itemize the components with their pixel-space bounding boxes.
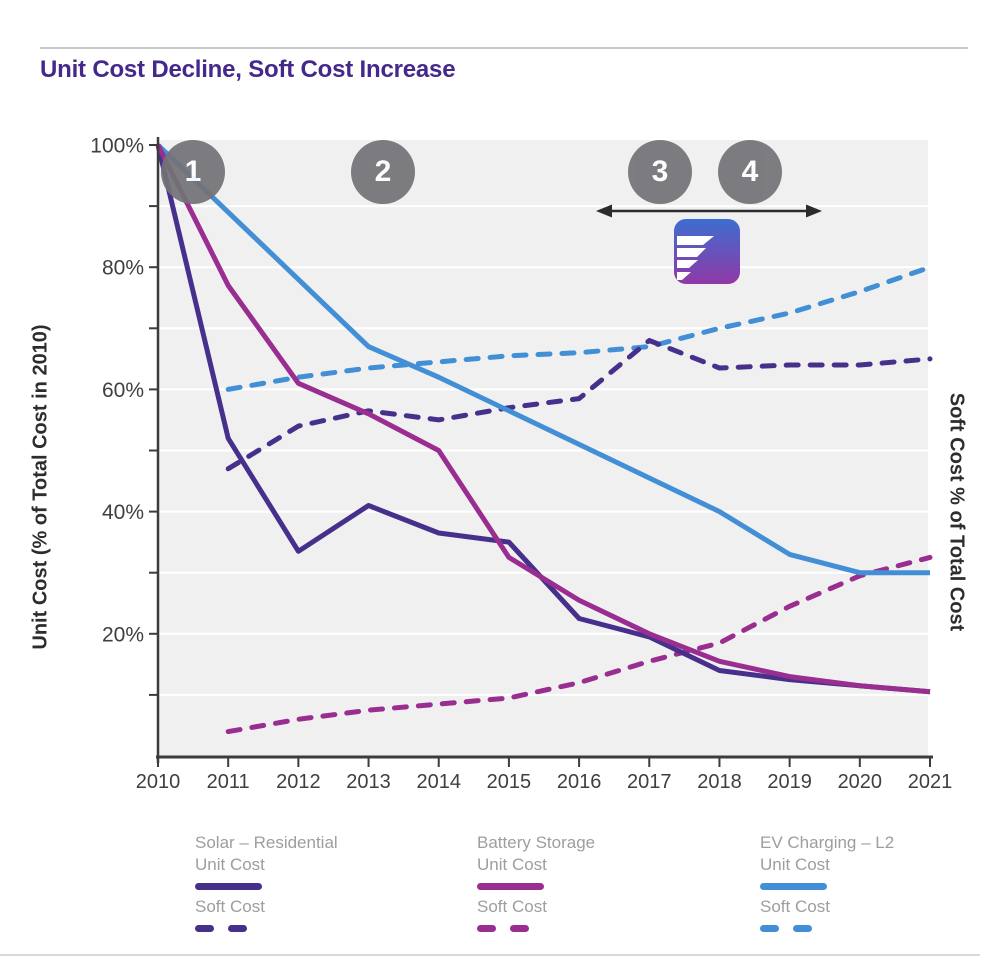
- x-tick-label-2010: 2010: [136, 771, 181, 793]
- y-tick-label-100: 100%: [90, 135, 144, 158]
- plot-background: [159, 140, 928, 757]
- y-tick-label-40: 40%: [102, 501, 144, 524]
- legend-dashed-swatch: [760, 925, 1000, 932]
- right-axis-title: Soft Cost % of Total Cost: [945, 392, 968, 632]
- x-tick-label-2015: 2015: [487, 771, 532, 793]
- legend-solid-swatch: [195, 883, 262, 890]
- legend-soft-cost-label: Soft Cost: [195, 897, 265, 916]
- x-tick-label-2013: 2013: [346, 771, 391, 793]
- double-arrow-icon: [596, 204, 822, 218]
- x-tick-label-2020: 2020: [838, 771, 883, 793]
- legend-solid-swatch: [477, 883, 544, 890]
- bottom-divider: [0, 954, 980, 956]
- y-tick-label-80: 80%: [102, 257, 144, 280]
- x-tick-label-2012: 2012: [276, 771, 321, 793]
- legend-group-ev: EV Charging – L2 Unit Cost Soft Cost: [760, 832, 1000, 932]
- legend-unit-cost-label: Unit Cost: [477, 855, 547, 874]
- series-line-solar-residential-soft-cost: [225, 338, 933, 472]
- series-line-battery-storage-unit-cost: [155, 143, 931, 695]
- legend-series-name: Solar – Residential: [195, 833, 338, 852]
- legend-group-battery: Battery Storage Unit Cost Soft Cost: [477, 832, 717, 932]
- step-marker-4: 4: [718, 140, 782, 204]
- legend-series-name: Battery Storage: [477, 833, 596, 852]
- legend-unit-cost-label: Unit Cost: [760, 855, 830, 874]
- step-marker-4-label: 4: [741, 155, 759, 188]
- logo-stripes-icon: [677, 236, 714, 280]
- series-line-ev-charging-l2-soft-cost: [225, 264, 933, 392]
- x-tick-label-2018: 2018: [697, 771, 742, 793]
- legend: Solar – Residential Unit Cost Soft Cost …: [0, 832, 1008, 942]
- x-tick-label-2017: 2017: [627, 771, 672, 793]
- step-marker-3: 3: [628, 140, 692, 204]
- legend-dashed-swatch: [477, 925, 717, 932]
- step-marker-1: 1: [161, 140, 225, 204]
- y-tick-label-20: 20%: [102, 623, 144, 646]
- x-tick-label-2011: 2011: [207, 771, 250, 793]
- step-marker-2: 2: [351, 140, 415, 204]
- y-tick-label-60: 60%: [102, 379, 144, 402]
- x-tick-label-2021: 2021: [908, 771, 953, 793]
- page-title: Unit Cost Decline, Soft Cost Increase: [40, 56, 456, 83]
- left-axis-title: Unit Cost (% of Total Cost in 2010): [29, 324, 52, 650]
- legend-solid-swatch: [760, 883, 827, 890]
- step-marker-3-label: 3: [651, 155, 669, 188]
- legend-soft-cost-label: Soft Cost: [477, 897, 547, 916]
- x-tick-label-2019: 2019: [767, 771, 812, 793]
- series-line-battery-storage-soft-cost: [225, 554, 933, 735]
- x-tick-label-2014: 2014: [416, 771, 461, 793]
- top-divider: [40, 47, 968, 49]
- step-marker-1-label: 1: [184, 155, 202, 188]
- legend-unit-cost-label: Unit Cost: [195, 855, 265, 874]
- step-marker-2-label: 2: [374, 155, 392, 188]
- series-line-ev-charging-l2-unit-cost: [156, 143, 930, 576]
- legend-soft-cost-label: Soft Cost: [760, 897, 830, 916]
- legend-series-name: EV Charging – L2: [760, 833, 895, 852]
- legend-group-solar: Solar – Residential Unit Cost Soft Cost: [195, 832, 435, 932]
- x-tick-label-2016: 2016: [557, 771, 602, 793]
- legend-dashed-swatch: [195, 925, 435, 932]
- gradient-logo: [674, 219, 740, 284]
